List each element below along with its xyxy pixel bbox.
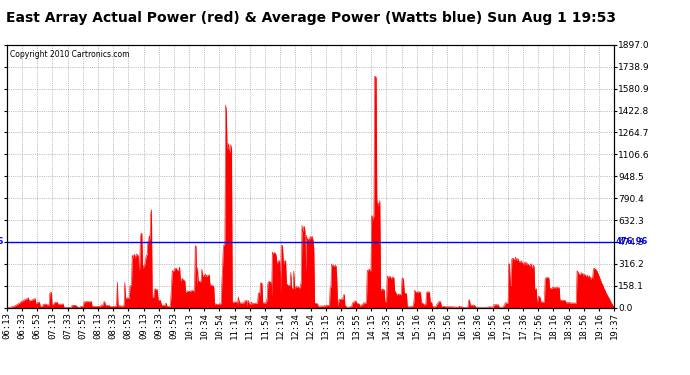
Text: Copyright 2010 Cartronics.com: Copyright 2010 Cartronics.com [10, 50, 130, 59]
Text: 476.96: 476.96 [0, 237, 4, 246]
Text: 476.96: 476.96 [615, 237, 648, 246]
Text: East Array Actual Power (red) & Average Power (Watts blue) Sun Aug 1 19:53: East Array Actual Power (red) & Average … [6, 11, 615, 25]
